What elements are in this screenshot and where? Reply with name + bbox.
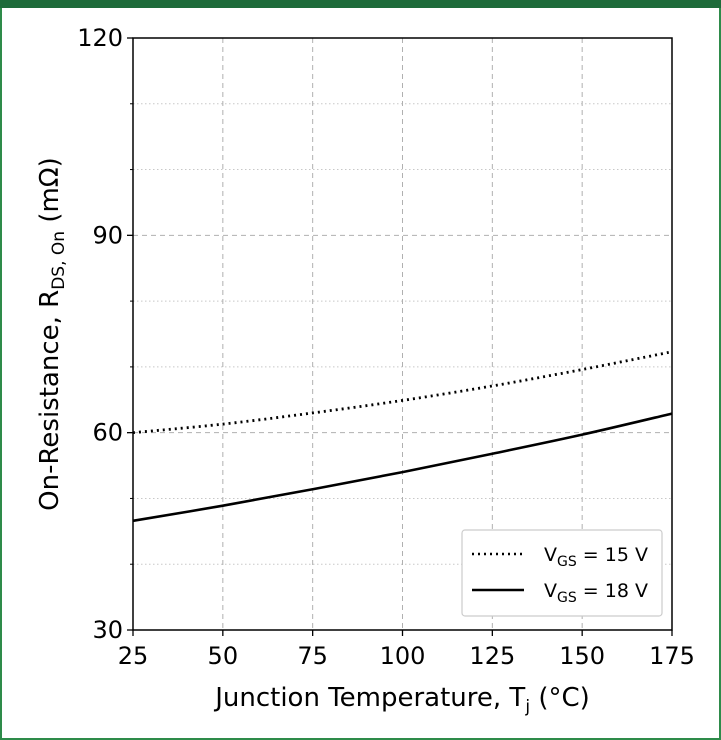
x-tick-label: 50 (208, 642, 239, 670)
x-tick-label: 125 (469, 642, 515, 670)
x-tick-label: 25 (118, 642, 149, 670)
legend-label-vgs-18: VGS = 18 V (544, 580, 648, 606)
frame-border (0, 8, 721, 740)
y-tick-label: 90 (92, 221, 123, 249)
series-layer (132, 350, 673, 523)
series-line-vgs-15 (132, 350, 673, 435)
x-tick-label: 150 (559, 642, 605, 670)
legend-label-vgs-15: VGS = 15 V (544, 544, 648, 570)
x-tick-label: 75 (297, 642, 328, 670)
ticks: 25 50 75 100 125 150 175 30 60 90 120 (77, 24, 695, 670)
x-tick-label: 175 (649, 642, 695, 670)
header-bar (0, 0, 721, 8)
series-line-vgs-18 (132, 412, 673, 523)
y-tick-label: 60 (92, 419, 123, 447)
legend: VGS = 15 V VGS = 18 V (461, 529, 663, 617)
x-tick-label: 100 (380, 642, 426, 670)
x-axis-label: Junction Temperature, Tj (°C) (213, 683, 590, 717)
y-tick-label: 30 (92, 616, 123, 644)
y-axis-label: On-Resistance, RDS, On (mΩ) (35, 157, 69, 511)
legend-box (461, 529, 663, 617)
y-tick-label: 120 (77, 24, 123, 52)
